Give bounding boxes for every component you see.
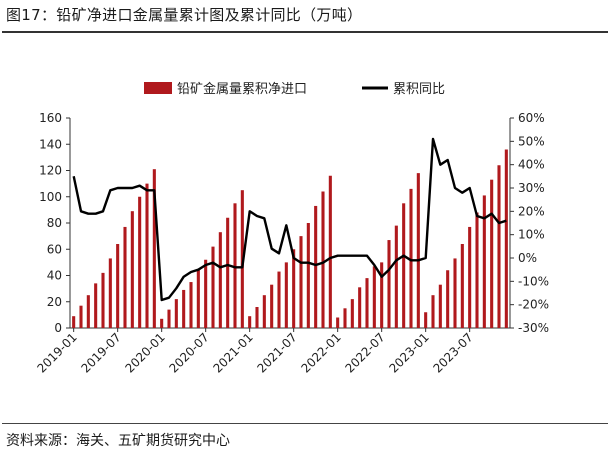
bar <box>211 246 215 328</box>
x-tick-label: 2021-07 <box>254 330 299 375</box>
x-tick-label: 2019-07 <box>78 330 123 375</box>
bar <box>475 212 479 328</box>
legend: 铅矿金属量累积净进口 累积同比 <box>144 81 445 97</box>
source-note: 资料来源：海关、五矿期货研究中心 <box>6 433 230 449</box>
y-right-tick-label: -20% <box>518 298 549 312</box>
bar <box>174 299 178 328</box>
bar <box>123 226 127 328</box>
bar <box>380 262 384 328</box>
chart: 铅矿金属量累积净进口 累积同比 0 20 40 60 80 100 120 140 160 -30… <box>34 81 549 376</box>
y-left-tick-label: 80 <box>47 216 62 230</box>
bar <box>152 169 156 328</box>
bar <box>138 196 142 328</box>
bar <box>431 295 435 328</box>
bar <box>365 278 369 328</box>
y-right-tick-label: 60% <box>518 111 545 125</box>
yoy-line <box>72 137 507 302</box>
bar <box>116 244 120 328</box>
bar <box>204 259 208 328</box>
bar <box>482 195 486 328</box>
y-left-tick-label: 0 <box>54 321 62 335</box>
bar <box>424 312 428 328</box>
y-left-tick-label: 40 <box>47 269 62 283</box>
bar <box>490 179 494 328</box>
bar <box>460 244 464 328</box>
plot-area: 0 20 40 60 80 100 120 140 160 -30% -20% -10% 0% 10% 20… <box>34 111 549 376</box>
bar <box>130 211 134 328</box>
y-right-tick-label: 10% <box>518 228 545 242</box>
bar <box>299 236 303 328</box>
x-tick-label: 2022-07 <box>342 330 387 375</box>
bar <box>255 307 259 328</box>
y-left-tick-label: 20 <box>47 295 62 309</box>
bar <box>504 149 508 328</box>
x-tick-label: 2022-01 <box>298 330 343 375</box>
y-right-tick-label: 50% <box>518 134 545 148</box>
bar <box>145 183 149 328</box>
bar <box>343 308 347 328</box>
x-tick-label: 2021-01 <box>210 330 255 375</box>
bar <box>270 284 274 328</box>
x-tick-label: 2023-01 <box>386 330 431 375</box>
bar <box>189 282 193 328</box>
legend-line-label: 累积同比 <box>393 82 445 97</box>
bar <box>372 266 376 328</box>
bar <box>336 317 340 328</box>
bar <box>167 309 171 328</box>
bar <box>321 191 325 328</box>
y-left-tick-label: 100 <box>39 190 62 204</box>
footer-divider <box>2 423 608 424</box>
bar <box>94 283 98 328</box>
bar <box>101 272 105 328</box>
legend-bar-label: 铅矿金属量累积净进口 <box>177 81 307 97</box>
bar <box>248 316 252 328</box>
y-right-tick-label: 0% <box>518 251 537 265</box>
bar <box>218 232 222 328</box>
x-tick-label: 2020-07 <box>166 330 211 375</box>
y-left-tick-label: 120 <box>39 164 62 178</box>
bar <box>387 240 391 328</box>
bar <box>438 284 442 328</box>
bar <box>497 165 501 328</box>
bar <box>453 258 457 328</box>
bar <box>79 305 83 328</box>
bar <box>328 175 332 328</box>
bar <box>446 270 450 328</box>
bar <box>350 299 354 328</box>
bar <box>108 258 112 328</box>
bar <box>182 289 186 328</box>
x-tick-label: 2020-01 <box>122 330 167 375</box>
x-tick-label: 2023-07 <box>430 330 475 375</box>
x-tick-label: 2019-01 <box>34 330 79 375</box>
y-left-tick-label: 140 <box>39 137 62 151</box>
bar <box>468 226 472 328</box>
bar <box>86 295 90 328</box>
y-left-tick-label: 160 <box>39 111 62 125</box>
bar <box>358 287 362 328</box>
bar <box>196 268 200 328</box>
bar <box>402 203 406 328</box>
bar <box>233 203 237 328</box>
bar <box>306 223 310 328</box>
figure-title: 图17：铅矿净进口金属量累计图及累计同比（万吨） <box>6 6 363 24</box>
bar <box>160 318 164 328</box>
bar <box>292 249 296 328</box>
bar <box>72 316 76 328</box>
y-right-tick-label: -30% <box>518 321 549 335</box>
y-right-tick-label: -10% <box>518 274 549 288</box>
y-left-tick-label: 60 <box>47 242 62 256</box>
bar <box>416 173 420 328</box>
bar <box>262 295 266 328</box>
title-divider <box>2 31 608 33</box>
bar <box>394 225 398 328</box>
bar <box>226 217 230 328</box>
legend-bar-swatch <box>144 82 172 94</box>
bar <box>284 262 288 328</box>
bar <box>277 271 281 328</box>
y-right-tick-label: 40% <box>518 158 545 172</box>
y-right-tick-label: 20% <box>518 204 545 218</box>
bar <box>314 205 318 328</box>
bar <box>409 188 413 328</box>
y-right-tick-label: 30% <box>518 181 545 195</box>
